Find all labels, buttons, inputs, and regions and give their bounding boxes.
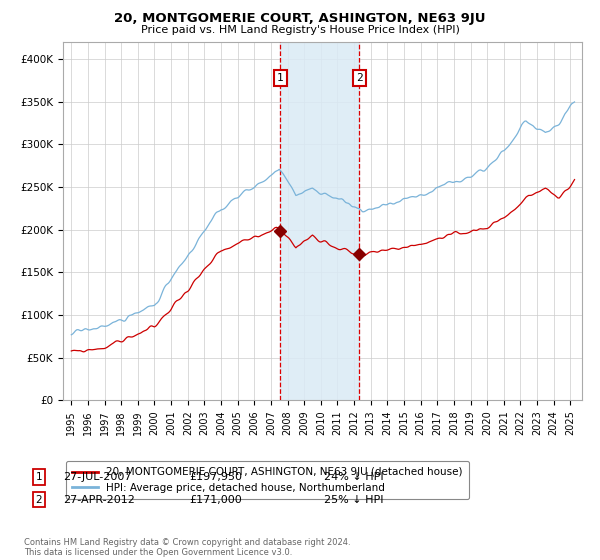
- Text: 27-APR-2012: 27-APR-2012: [63, 494, 135, 505]
- Text: 24% ↓ HPI: 24% ↓ HPI: [324, 472, 383, 482]
- Text: Price paid vs. HM Land Registry's House Price Index (HPI): Price paid vs. HM Land Registry's House …: [140, 25, 460, 35]
- Text: Contains HM Land Registry data © Crown copyright and database right 2024.
This d: Contains HM Land Registry data © Crown c…: [24, 538, 350, 557]
- Text: 2: 2: [35, 494, 43, 505]
- Text: 2: 2: [356, 73, 363, 83]
- Legend: 20, MONTGOMERIE COURT, ASHINGTON, NE63 9JU (detached house), HPI: Average price,: 20, MONTGOMERIE COURT, ASHINGTON, NE63 9…: [65, 461, 469, 499]
- Text: £197,950: £197,950: [189, 472, 242, 482]
- Bar: [280, 42, 359, 400]
- Text: 25% ↓ HPI: 25% ↓ HPI: [324, 494, 383, 505]
- Text: 27-JUL-2007: 27-JUL-2007: [63, 472, 131, 482]
- Text: 1: 1: [277, 73, 284, 83]
- Text: 20, MONTGOMERIE COURT, ASHINGTON, NE63 9JU: 20, MONTGOMERIE COURT, ASHINGTON, NE63 9…: [114, 12, 486, 25]
- Text: 1: 1: [35, 472, 43, 482]
- Text: £171,000: £171,000: [189, 494, 242, 505]
